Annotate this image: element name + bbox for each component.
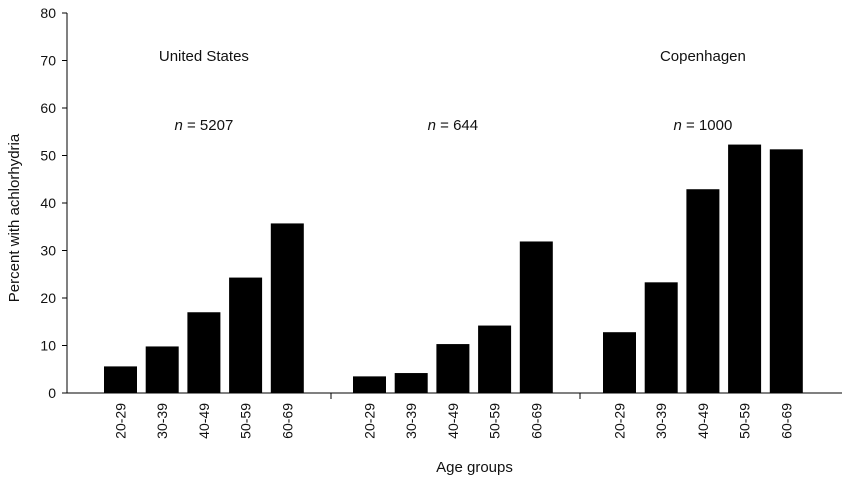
y-tick-label: 80 [40, 5, 56, 21]
category-label: 30-39 [154, 403, 170, 439]
group-sample-size-label: n = 1000 [673, 117, 732, 134]
category-label: 50-59 [487, 403, 503, 439]
bar-3-60-69 [769, 149, 803, 393]
x-axis [67, 392, 842, 399]
y-axis: 0 10 20 30 40 50 60 70 80 [40, 5, 68, 401]
sample-size-value: = 5207 [183, 117, 233, 134]
bar-3-50-59 [728, 144, 762, 393]
category-label: 40-49 [445, 403, 461, 439]
bar-2-30-39 [394, 373, 428, 393]
y-tick-label: 30 [40, 243, 56, 259]
bars [104, 144, 803, 393]
bar-1-50-59 [229, 277, 263, 393]
y-tick-label: 50 [40, 148, 56, 164]
y-tick-label: 70 [40, 53, 56, 69]
bar-3-40-49 [686, 189, 720, 393]
group-sample-size-label: n = 644 [428, 117, 478, 134]
bar-1-30-39 [145, 346, 179, 393]
bar-2-50-59 [478, 325, 512, 393]
bar-1-60-69 [270, 223, 304, 393]
bar-2-20-29 [353, 376, 386, 393]
y-tick-label: 60 [40, 100, 56, 116]
y-axis-label: Percent with achlorhydria [6, 133, 23, 302]
bar-2-40-49 [436, 344, 470, 393]
category-label: 20-29 [612, 403, 628, 439]
y-tick-label: 0 [48, 385, 56, 401]
category-label: 30-39 [403, 403, 419, 439]
bar-2-60-69 [519, 241, 553, 393]
category-label: 60-69 [279, 403, 295, 439]
category-labels: 20-29 30-39 40-49 50-59 60-69 20-29 30-39 40-49… [113, 403, 795, 439]
bar-3-20-29 [603, 332, 636, 393]
y-tick-label: 10 [40, 338, 56, 354]
sample-size-symbol: n [428, 117, 436, 134]
category-label: 60-69 [778, 403, 794, 439]
category-label: 20-29 [362, 403, 378, 439]
bar-3-30-39 [644, 282, 678, 393]
group-sample-size-label: n = 5207 [174, 117, 233, 134]
category-label: 20-29 [113, 403, 129, 439]
sample-size-symbol: n [174, 117, 182, 134]
category-label: 50-59 [238, 403, 254, 439]
sample-size-value: = 644 [436, 117, 478, 134]
category-label: 30-39 [653, 403, 669, 439]
category-label: 50-59 [737, 403, 753, 439]
category-label: 40-49 [196, 403, 212, 439]
category-label: 60-69 [528, 403, 544, 439]
sample-size-symbol: n [673, 117, 681, 134]
bar-1-20-29 [104, 366, 137, 393]
y-tick-label: 40 [40, 195, 56, 211]
sample-size-value: = 1000 [682, 117, 732, 134]
bar-1-40-49 [187, 312, 221, 393]
category-label: 40-49 [695, 403, 711, 439]
group-name-label: Copenhagen [660, 48, 746, 65]
group-name-label: United States [159, 48, 249, 65]
x-axis-label: Age groups [436, 459, 513, 476]
y-tick-label: 20 [40, 290, 56, 306]
